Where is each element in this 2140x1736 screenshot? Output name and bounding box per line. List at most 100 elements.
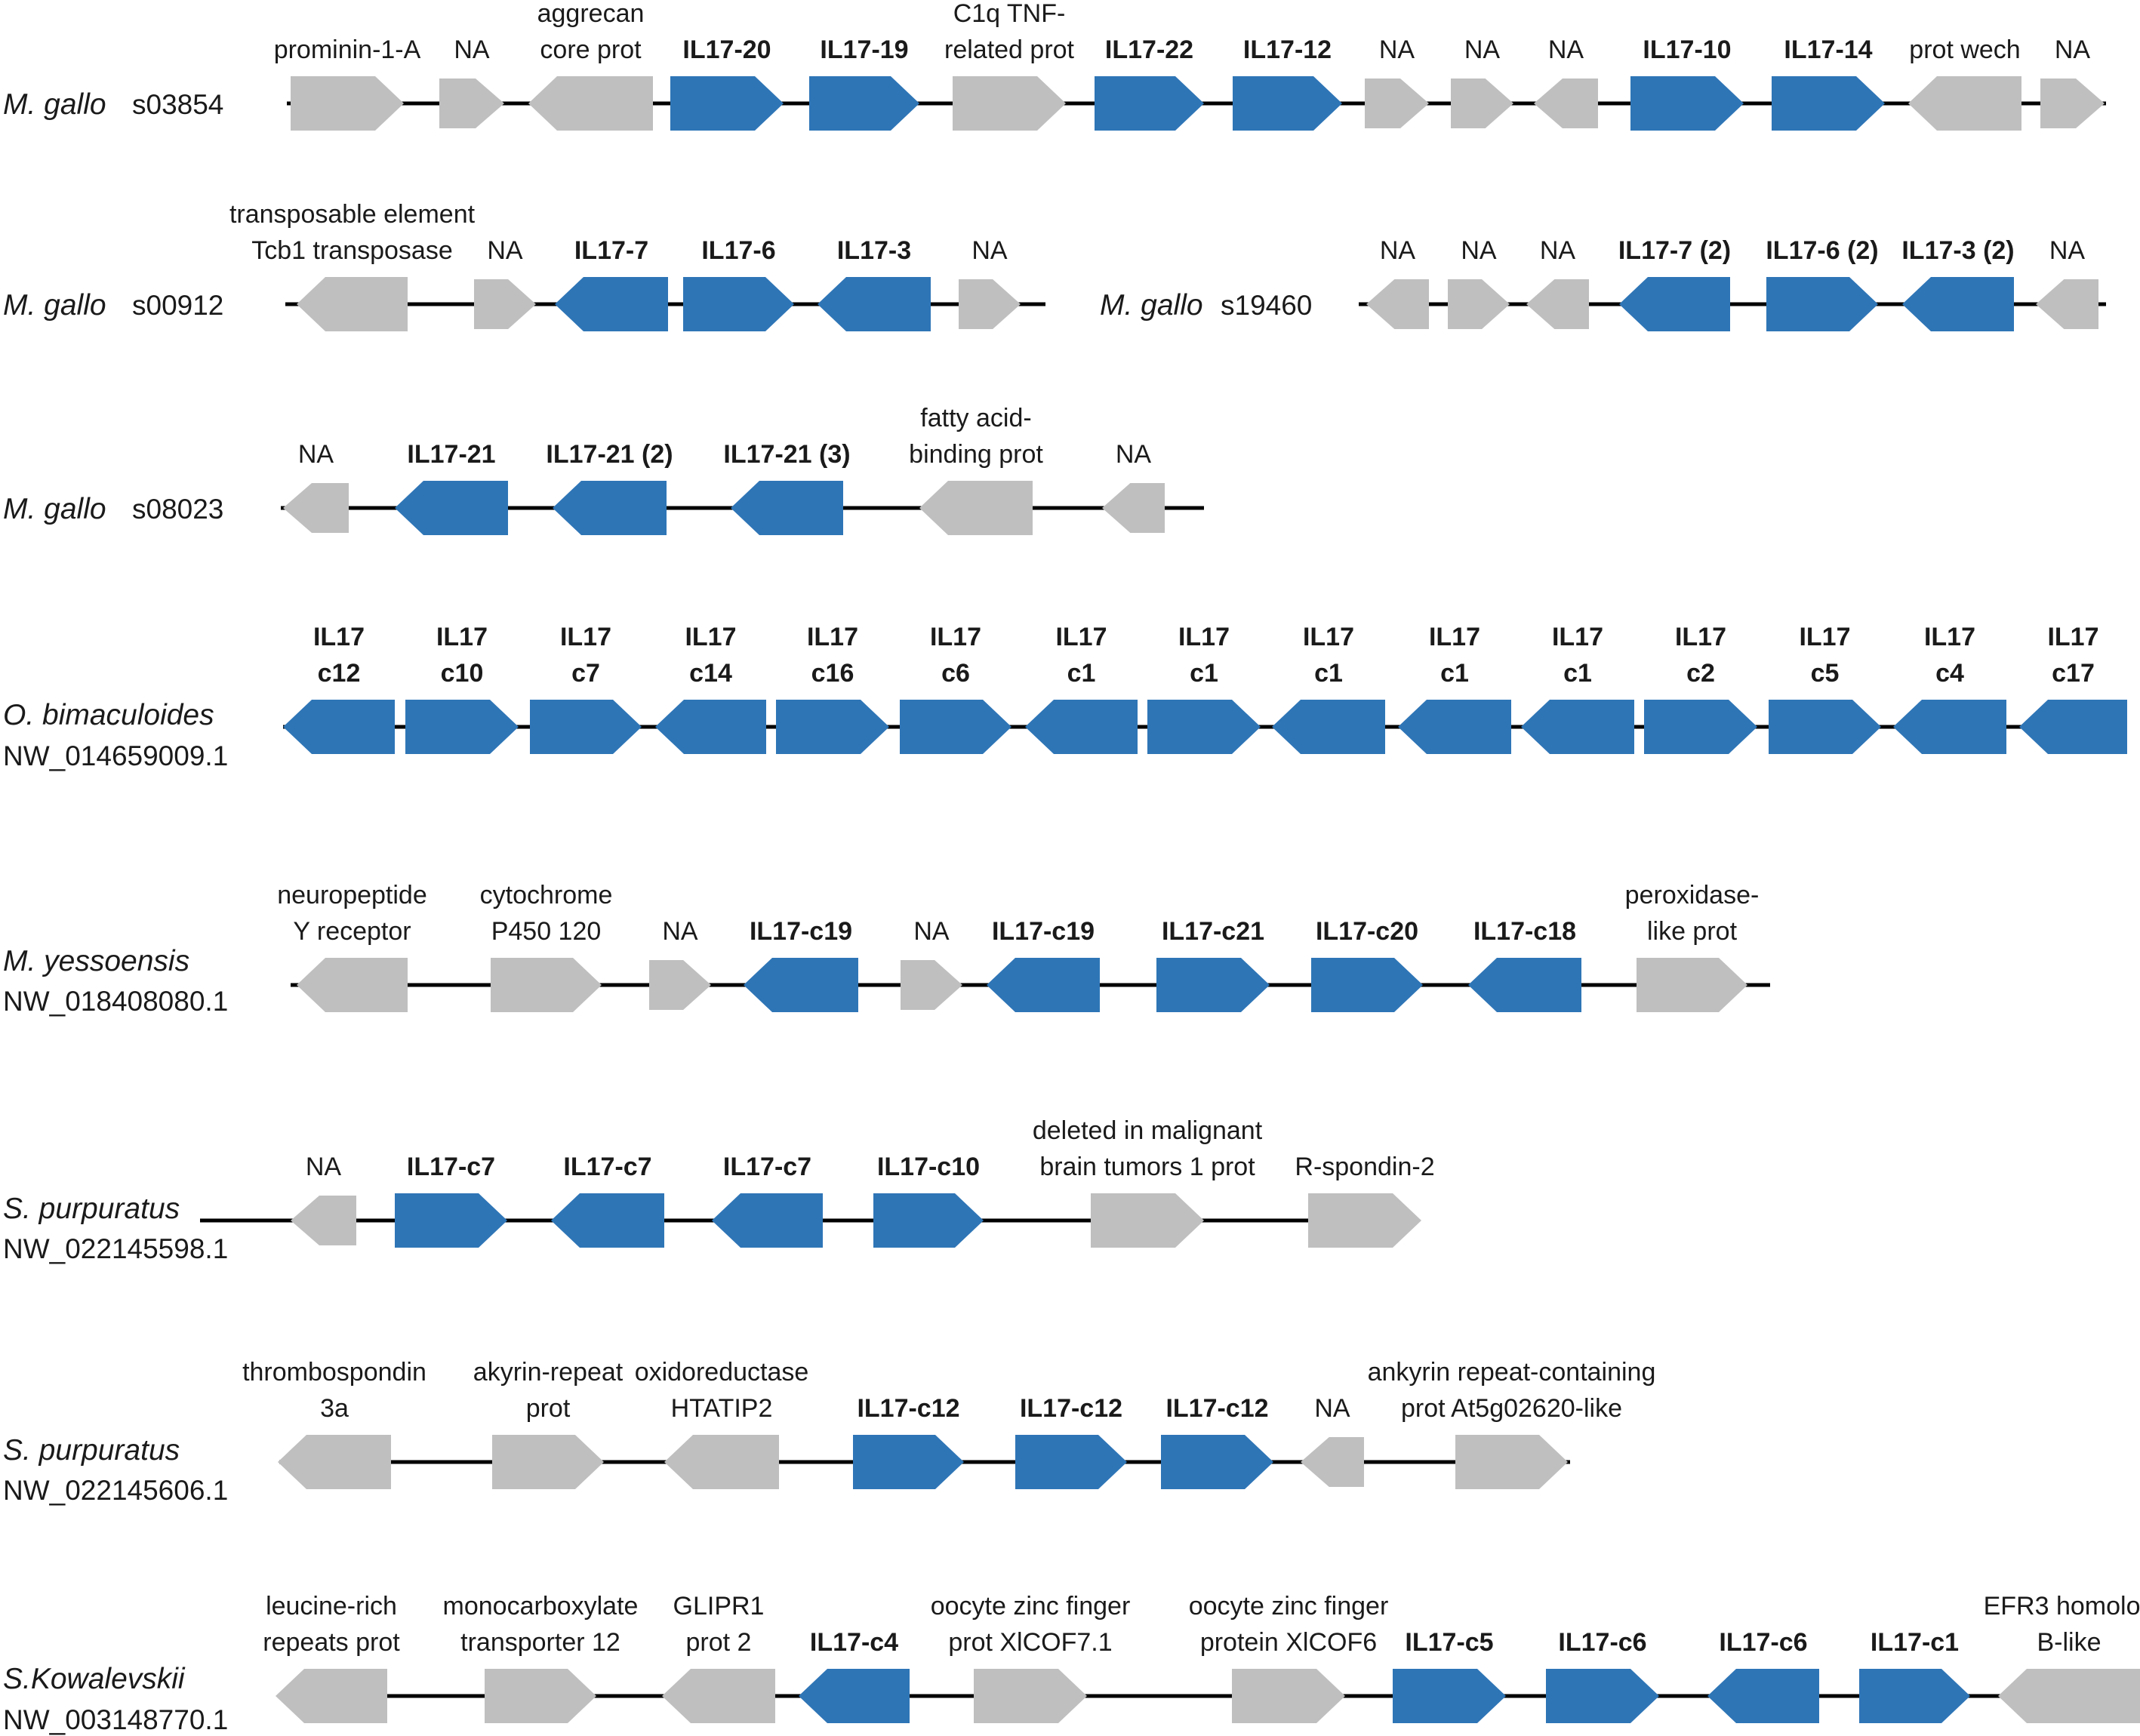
gene-label-line: IL17-c1 (1871, 1628, 1959, 1657)
gene-label-line: transporter 12 (460, 1628, 620, 1657)
gene-label-line: IL17-c6 (1719, 1628, 1807, 1657)
il17-gene-arrow (731, 481, 843, 535)
gene-label-line: IL17-7 (2) (1618, 236, 1731, 265)
gene-label-line: 3a (320, 1394, 349, 1423)
other-gene-arrow (1998, 1669, 2140, 1723)
gene-label-line: EFR3 homolog (1984, 1592, 2140, 1621)
gene-label: NA (1548, 35, 1584, 64)
il17-gene-arrow (853, 1435, 964, 1489)
gene-label-line: c1 (1563, 659, 1592, 688)
gene-label-line: neuropeptide (277, 881, 427, 910)
il17-gene-arrow (900, 700, 1011, 754)
other-gene-arrow (492, 1435, 604, 1489)
il17-gene-arrow (1468, 958, 1581, 1012)
gene-label: peroxidase-like prot (1625, 881, 1760, 946)
gene-label-line: NA (2055, 35, 2091, 64)
other-gene-arrow (474, 279, 536, 329)
il17-gene-arrow (712, 1193, 823, 1248)
other-gene-arrow (491, 958, 602, 1012)
gene-label: NA (1116, 440, 1152, 469)
il17-gene-arrow (809, 76, 919, 131)
species-name: M. yessoensis (3, 945, 189, 977)
gene-label: IL17 c1 (1429, 623, 1480, 688)
other-gene-arrow (297, 277, 408, 331)
gene-label-line: IL17 (1675, 623, 1726, 651)
gene-label: IL17-14 (1784, 35, 1872, 64)
gene-label: oxidoreductase HTATIP2 (635, 1358, 809, 1423)
gene-label-line: IL17-7 (574, 236, 648, 265)
gene-label: IL17-6 (2) (1766, 236, 1878, 265)
gene-label-line: prot (526, 1394, 571, 1423)
gene-label-line: akyrin-repeat (473, 1358, 624, 1387)
gene-label: NA (298, 440, 334, 469)
gene-label-line: thrombospondin (242, 1358, 426, 1387)
gene-label: IL17-c5 (1405, 1628, 1493, 1657)
species-name: M. gallo (1100, 289, 1203, 322)
gene-label-line: c1 (1440, 659, 1469, 688)
gene-label: C1q TNF-related prot (944, 0, 1075, 64)
il17-gene-arrow (1156, 958, 1270, 1012)
species-name: S. purpuratus (3, 1193, 180, 1225)
il17-gene-arrow (1707, 1669, 1819, 1723)
gene-label-line: NA (913, 917, 950, 946)
gene-label-line: IL17-c5 (1405, 1628, 1493, 1657)
other-gene-arrow (291, 76, 404, 131)
species-name: M. gallo (3, 493, 106, 525)
other-gene-arrow (919, 481, 1033, 535)
gene-label-line: IL17-c7 (407, 1153, 495, 1181)
species-name: O. bimaculoides (3, 699, 214, 731)
gene-label: IL17 c1 (1178, 623, 1230, 688)
gene-label: NA (2055, 35, 2091, 64)
gene-label-line: prot wech (1909, 35, 2020, 64)
gene-label-line: IL17-c18 (1473, 917, 1576, 946)
gene-label: IL17-c19 (750, 917, 852, 946)
gene-label: IL17-20 (682, 35, 771, 64)
other-gene-arrow (1366, 279, 1429, 329)
species-name: S. purpuratus (3, 1434, 180, 1467)
gene-label-line: IL17-c7 (563, 1153, 651, 1181)
locus-spurpuratus-598: S. purpuratus NW_022145598.1 NA IL17-c7 IL17… (3, 1116, 1435, 1264)
locus-myessoensis: M. yessoensis NW_018408080.1 neuropeptide Y… (3, 881, 1770, 1017)
accession-id: s03854 (132, 89, 223, 120)
gene-label-line: IL17 (1178, 623, 1230, 651)
il17-gene-arrow (1859, 1669, 1970, 1723)
gene-label-line: IL17 (313, 623, 365, 651)
gene-label: IL17-c7 (407, 1153, 495, 1181)
il17-gene-arrow (405, 700, 519, 754)
other-gene-arrow (974, 1669, 1087, 1723)
gene-label: transposable element Tcb1 transposase (229, 200, 476, 265)
other-gene-arrow (1301, 1437, 1364, 1487)
gene-label-line: c2 (1686, 659, 1715, 688)
gene-label: IL17-19 (820, 35, 908, 64)
gene-label-line: c10 (441, 659, 484, 688)
gene-label-line: IL17-c12 (1165, 1394, 1268, 1423)
gene-label: oocyte zinc finger prot XlCOF7.1 (931, 1592, 1131, 1657)
other-gene-arrow (953, 76, 1066, 131)
other-gene-arrow (485, 1669, 596, 1723)
other-gene-arrow (901, 960, 962, 1010)
gene-label: IL17-c10 (877, 1153, 980, 1181)
gene-label-line: IL17 (685, 623, 736, 651)
gene-label: IL17-c6 (1719, 1628, 1807, 1657)
other-gene-arrow (1102, 483, 1165, 533)
other-gene-arrow (1455, 1435, 1568, 1489)
accession-id: NW_018408080.1 (3, 986, 228, 1017)
gene-label-line: c12 (318, 659, 361, 688)
gene-label-line: c6 (941, 659, 970, 688)
il17-gene-arrow (1619, 277, 1730, 331)
il17-gene-arrow (1769, 700, 1881, 754)
gene-label-line: IL17-6 (2) (1766, 236, 1878, 265)
gene-label-line: IL17 (1552, 623, 1603, 651)
gene-label: IL17-c1 (1871, 1628, 1959, 1657)
other-gene-arrow (291, 1196, 356, 1245)
gene-label-line: Y receptor (293, 917, 411, 946)
gene-label: IL17 c6 (930, 623, 981, 688)
gene-label: aggrecan core prot (537, 0, 645, 64)
il17-gene-arrow (776, 700, 889, 754)
gene-label: IL17-7 (2) (1618, 236, 1731, 265)
other-gene-arrow (1451, 78, 1513, 128)
gene-label: NA (306, 1153, 342, 1181)
gene-label-line: c16 (811, 659, 854, 688)
gene-label: IL17-c7 (723, 1153, 811, 1181)
gene-label-line: IL17 (1055, 623, 1107, 651)
